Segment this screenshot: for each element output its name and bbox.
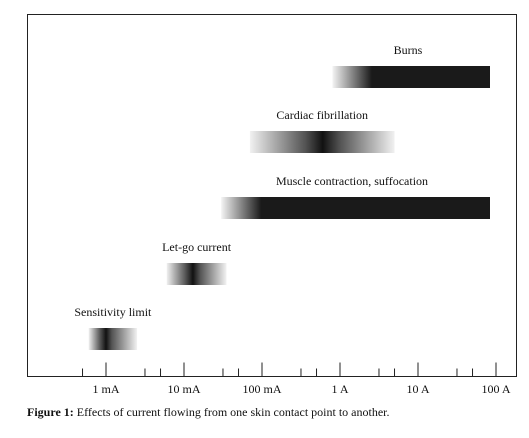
caption-label: Figure 1: <box>27 405 74 419</box>
bar-muscle-contraction-suffocation <box>221 197 490 219</box>
x-tick-label: 100 mA <box>243 382 282 396</box>
x-tick-label: 10 mA <box>168 382 201 396</box>
bar-sensitivity-limit <box>88 328 138 350</box>
figure-caption: Figure 1: Effects of current flowing fro… <box>27 405 389 420</box>
x-tick-label: 1 A <box>331 382 348 396</box>
bar-let-go-current <box>166 263 227 285</box>
caption-text: Effects of current flowing from one skin… <box>73 405 390 419</box>
x-tick-label: 10 A <box>406 382 429 396</box>
label-cardiac-fibrillation: Cardiac fibrillation <box>276 108 368 122</box>
plot-frame <box>27 14 517 377</box>
label-muscle-contraction-suffocation: Muscle contraction, suffocation <box>276 174 428 188</box>
label-let-go-current: Let-go current <box>162 240 232 254</box>
bar-burns <box>332 66 490 88</box>
label-sensitivity-limit: Sensitivity limit <box>74 305 152 319</box>
bar-cardiac-fibrillation <box>249 131 395 153</box>
current-effects-chart: Burns Cardiac fibrillation Muscle contract… <box>27 14 517 396</box>
x-tick-label: 100 A <box>481 382 510 396</box>
label-burns: Burns <box>394 43 423 57</box>
x-tick-label: 1 mA <box>93 382 120 396</box>
